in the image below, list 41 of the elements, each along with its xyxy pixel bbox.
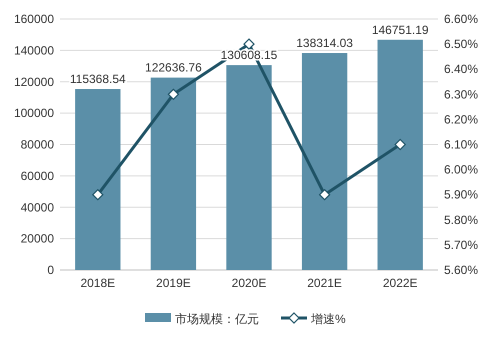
y2-tick-label: 6.40% (444, 62, 478, 76)
legend-label: 市场规模：亿元 (175, 312, 259, 326)
y2-tick-label: 5.80% (444, 212, 478, 227)
point (168, 88, 179, 100)
bar (75, 89, 120, 270)
y2-tick-label: 6.10% (444, 138, 478, 152)
y-tick-label: 160000 (14, 12, 54, 26)
point (319, 189, 330, 200)
y-tick-label: 0 (47, 263, 54, 277)
point (243, 38, 255, 50)
x-tick-label: 2021E (307, 276, 342, 290)
y-tick-label: 120000 (14, 74, 54, 89)
bar (302, 53, 348, 270)
y-tick-label: 20000 (20, 232, 54, 246)
y2-tick-label: 5.90% (444, 188, 478, 202)
point (92, 189, 104, 200)
y-tick-label: 80000 (20, 138, 54, 152)
x-tick-label: 2022E (382, 276, 418, 290)
bar (226, 65, 272, 270)
y-tick-label: 100000 (14, 106, 54, 120)
y-tick-label: 140000 (14, 43, 54, 58)
data-label: 146751.19 (372, 22, 429, 37)
data-label: 138314.03 (296, 36, 354, 50)
y2-tick-label: 5.70% (444, 238, 478, 252)
y2-tick-label: 6.00% (444, 162, 478, 177)
point (394, 138, 406, 150)
y-tick-label: 60000 (20, 168, 54, 183)
y-tick-label: 40000 (20, 200, 54, 214)
legend-label: 增速% (310, 312, 346, 326)
y2-tick-label: 6.20% (444, 112, 478, 126)
bar (378, 40, 423, 270)
y2-tick-label: 5.60% (444, 263, 478, 277)
y2-tick-label: 6.50% (444, 37, 478, 52)
data-label: 115368.54 (70, 72, 126, 86)
x-tick-label: 2019E (156, 276, 191, 290)
x-tick-label: 2020E (232, 276, 266, 290)
y2-tick-label: 6.60% (444, 12, 478, 26)
x-tick-label: 2018E (80, 276, 116, 290)
bar (150, 78, 196, 270)
y2-tick-label: 6.30% (444, 87, 478, 102)
data-label: 122636.76 (145, 60, 202, 75)
